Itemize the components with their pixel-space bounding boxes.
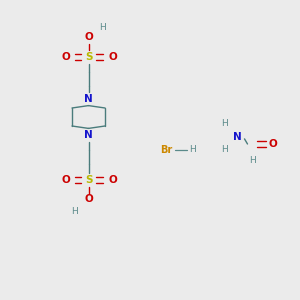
Text: N: N bbox=[84, 94, 93, 104]
Text: H: H bbox=[72, 207, 78, 216]
Text: O: O bbox=[268, 139, 278, 149]
Text: O: O bbox=[108, 52, 117, 62]
Text: Br: Br bbox=[160, 145, 172, 155]
Text: N: N bbox=[84, 130, 93, 140]
Text: H: H bbox=[249, 156, 255, 165]
Text: O: O bbox=[61, 175, 70, 185]
Text: O: O bbox=[84, 194, 93, 205]
Text: H: H bbox=[222, 146, 228, 154]
Text: H: H bbox=[222, 118, 228, 127]
Text: O: O bbox=[61, 52, 70, 62]
Text: S: S bbox=[85, 175, 92, 185]
Text: O: O bbox=[108, 175, 117, 185]
Text: S: S bbox=[85, 52, 92, 62]
Text: H: H bbox=[189, 146, 195, 154]
Text: H: H bbox=[99, 22, 105, 32]
Text: O: O bbox=[84, 32, 93, 43]
Text: N: N bbox=[232, 131, 242, 142]
